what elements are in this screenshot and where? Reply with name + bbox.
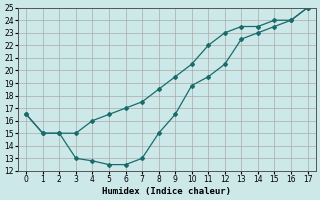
X-axis label: Humidex (Indice chaleur): Humidex (Indice chaleur)	[102, 187, 231, 196]
